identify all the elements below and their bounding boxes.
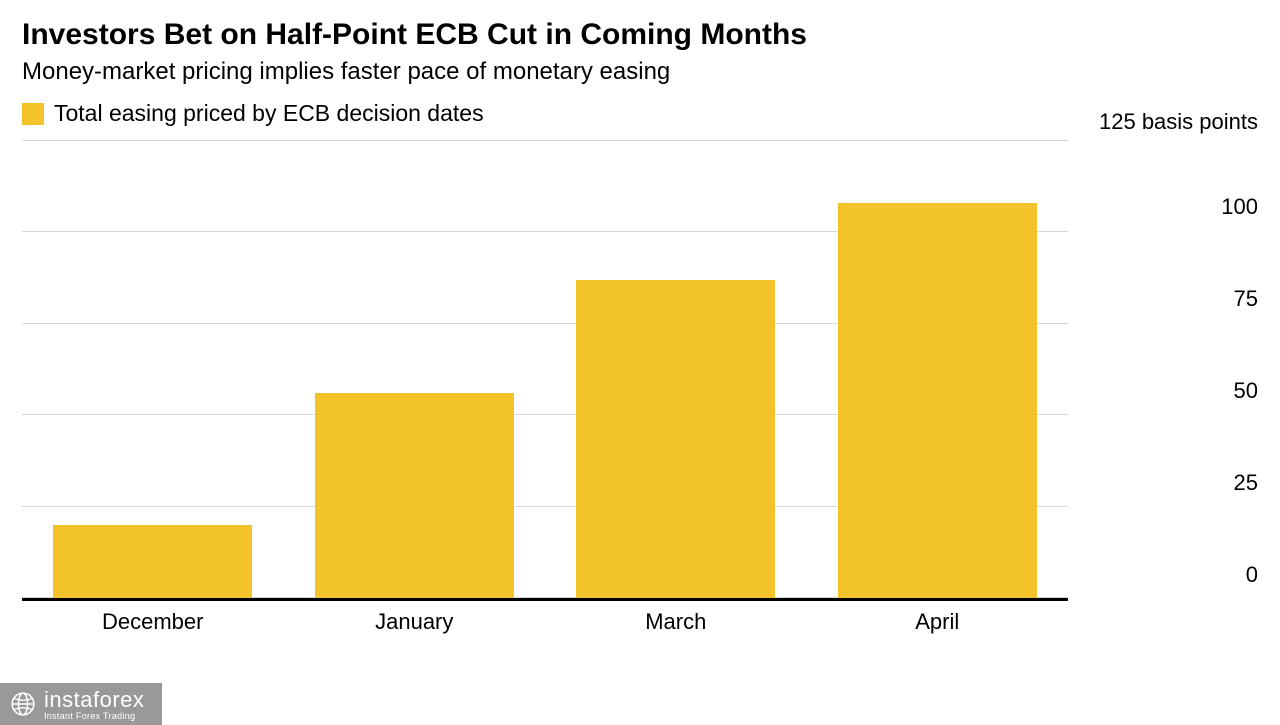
watermark: instaforex Instant Forex Trading bbox=[0, 683, 162, 725]
x-tick-label: March bbox=[545, 609, 807, 635]
bar bbox=[576, 280, 775, 598]
x-tick-label: April bbox=[807, 609, 1069, 635]
y-tick-label: 100 bbox=[1221, 194, 1258, 220]
chart-title: Investors Bet on Half-Point ECB Cut in C… bbox=[22, 18, 1258, 52]
x-tick-label: January bbox=[284, 609, 546, 635]
bar bbox=[315, 393, 514, 598]
y-tick-label: 0 bbox=[1246, 562, 1258, 588]
gridline bbox=[22, 140, 1068, 141]
bars-region bbox=[22, 141, 1068, 601]
y-tick-label: 75 bbox=[1234, 286, 1258, 312]
y-axis: 125 basis points 0255075100 bbox=[1068, 141, 1258, 601]
chart-container: Investors Bet on Half-Point ECB Cut in C… bbox=[0, 0, 1280, 725]
bar bbox=[53, 525, 252, 598]
watermark-text: instaforex bbox=[44, 687, 144, 712]
globe-icon bbox=[10, 691, 36, 717]
x-axis-labels: DecemberJanuaryMarchApril bbox=[22, 609, 1258, 635]
watermark-subtext: Instant Forex Trading bbox=[44, 711, 144, 721]
y-tick-label: 25 bbox=[1234, 470, 1258, 496]
bar bbox=[838, 203, 1037, 598]
legend: Total easing priced by ECB decision date… bbox=[22, 100, 1258, 127]
y-axis-unit-label: 125 basis points bbox=[1099, 109, 1258, 135]
chart-subtitle: Money-market pricing implies faster pace… bbox=[22, 58, 1258, 86]
y-tick-label: 50 bbox=[1234, 378, 1258, 404]
legend-label: Total easing priced by ECB decision date… bbox=[54, 100, 484, 127]
x-tick-label: December bbox=[22, 609, 284, 635]
plot-area: 125 basis points 0255075100 bbox=[22, 141, 1258, 601]
legend-swatch bbox=[22, 103, 44, 125]
